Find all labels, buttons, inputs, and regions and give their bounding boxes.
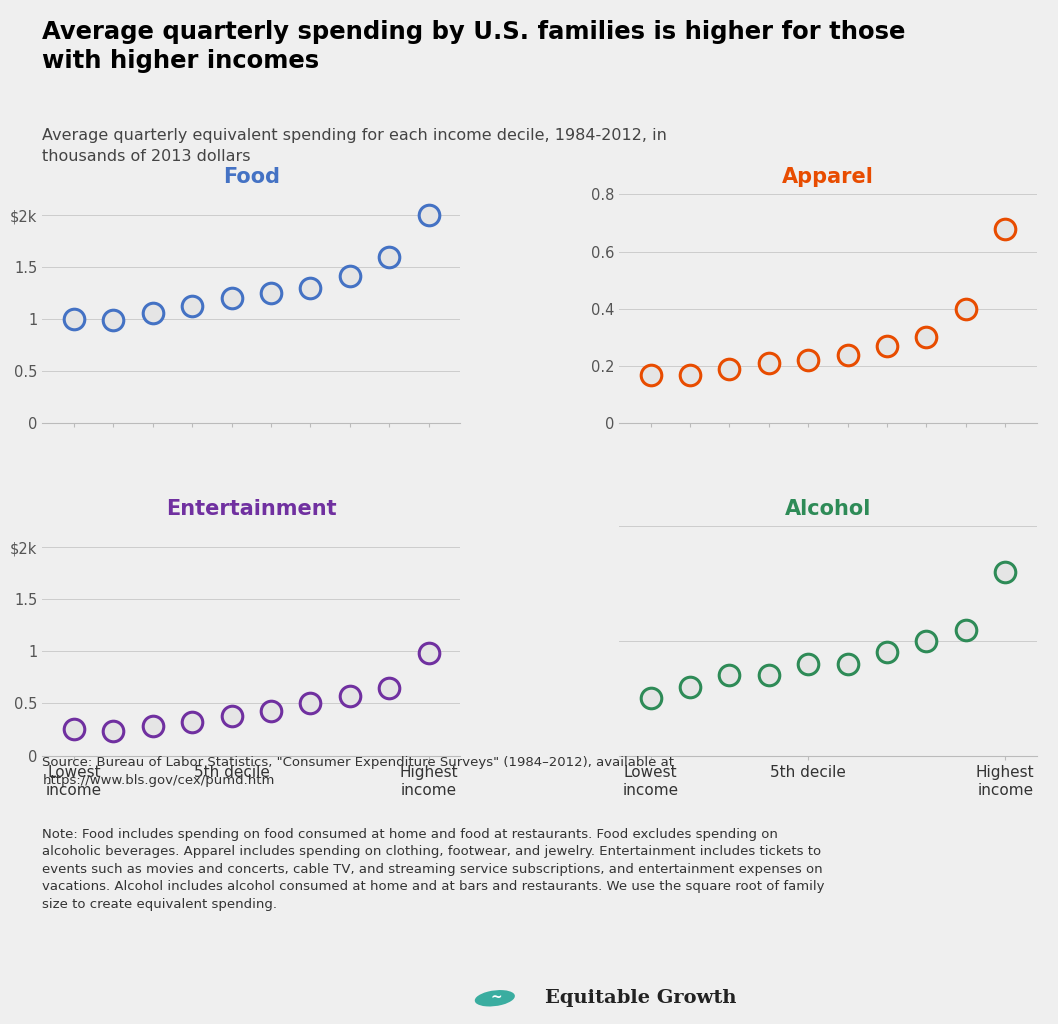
Point: [918, 633, 935, 649]
Point: [681, 367, 698, 383]
Point: [66, 721, 83, 737]
Point: [144, 718, 161, 734]
Point: [997, 220, 1014, 237]
Point: [184, 714, 201, 730]
Text: Source: Bureau of Labor Statistics, "Consumer Expenditure Surveys" (1984–2012), : Source: Bureau of Labor Statistics, "Con…: [42, 756, 674, 786]
Point: [262, 702, 279, 719]
Point: [144, 305, 161, 322]
Point: [720, 360, 737, 377]
Point: [957, 301, 974, 317]
Point: [839, 346, 856, 362]
Ellipse shape: [475, 990, 515, 1007]
Point: [184, 298, 201, 314]
Point: [342, 267, 359, 284]
Text: Note: Food includes spending on food consumed at home and food at restaurants. F: Note: Food includes spending on food con…: [42, 827, 825, 910]
Point: [957, 622, 974, 638]
Point: [223, 708, 240, 724]
Title: Apparel: Apparel: [782, 167, 874, 187]
Text: Equitable Growth: Equitable Growth: [545, 989, 736, 1008]
Point: [681, 679, 698, 695]
Title: Entertainment: Entertainment: [166, 500, 336, 519]
Text: Average quarterly spending by U.S. families is higher for those
with higher inco: Average quarterly spending by U.S. famil…: [42, 20, 906, 74]
Point: [342, 688, 359, 705]
Point: [761, 355, 778, 372]
Point: [66, 311, 83, 328]
Point: [223, 290, 240, 306]
Point: [720, 668, 737, 684]
Point: [997, 564, 1014, 581]
Point: [302, 280, 318, 296]
Point: [420, 207, 437, 223]
Point: [642, 690, 659, 707]
Title: Food: Food: [223, 167, 279, 187]
Point: [918, 330, 935, 346]
Point: [105, 722, 122, 738]
Point: [381, 680, 398, 696]
Point: [800, 352, 817, 369]
Point: [381, 249, 398, 265]
Point: [642, 367, 659, 383]
Point: [839, 655, 856, 672]
Point: [761, 668, 778, 684]
Point: [800, 655, 817, 672]
Point: [420, 645, 437, 662]
Point: [302, 695, 318, 712]
Point: [105, 312, 122, 329]
Title: Alcohol: Alcohol: [785, 500, 871, 519]
Point: [878, 644, 895, 660]
Text: Average quarterly equivalent spending for each income decile, 1984-2012, in
thou: Average quarterly equivalent spending fo…: [42, 128, 668, 164]
Point: [262, 285, 279, 301]
Point: [878, 338, 895, 354]
Text: ~: ~: [490, 991, 501, 1006]
